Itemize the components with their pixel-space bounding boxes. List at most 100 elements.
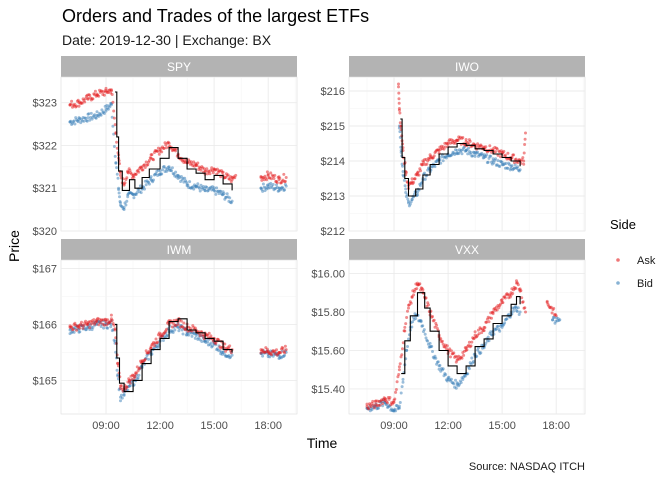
bid-point xyxy=(99,113,103,117)
ask-point xyxy=(165,327,169,331)
bid-point xyxy=(444,156,448,160)
bid-point xyxy=(104,109,108,113)
bid-point xyxy=(439,161,443,165)
bid-point xyxy=(469,151,473,154)
bid-point xyxy=(487,339,491,343)
bid-point xyxy=(102,326,106,330)
bid-point xyxy=(137,373,141,377)
ask-point xyxy=(494,150,498,154)
ask-point xyxy=(125,176,129,180)
bid-point xyxy=(209,341,213,345)
ask-point xyxy=(128,381,132,385)
ask-point xyxy=(511,292,515,295)
bid-point xyxy=(119,393,123,397)
ask-point xyxy=(461,136,465,139)
ask-point xyxy=(454,141,457,145)
bid-point xyxy=(197,186,201,190)
ask-point xyxy=(412,180,416,184)
plot-area xyxy=(68,86,288,211)
bid-point xyxy=(405,193,409,197)
facet-panels: SPY $320 $321 $322 $323 IWO $212 $213 $214 $215 $2… xyxy=(33,56,586,432)
y-tick-label: $15.80 xyxy=(311,307,345,319)
ask-point xyxy=(68,103,72,107)
ask-point xyxy=(401,341,405,345)
ask-point xyxy=(468,139,472,143)
ask-point xyxy=(496,153,500,157)
bid-point xyxy=(552,316,556,319)
bid-quotes xyxy=(68,101,288,211)
ask-point xyxy=(170,325,174,329)
ask-point xyxy=(134,172,138,176)
bid-point xyxy=(206,340,210,344)
ask-point xyxy=(78,326,82,330)
ask-point xyxy=(195,164,199,168)
ask-point xyxy=(176,323,180,327)
bid-point xyxy=(496,324,500,328)
ask-point xyxy=(179,319,183,323)
bid-point xyxy=(196,182,200,186)
ask-point xyxy=(523,306,527,310)
ask-point xyxy=(68,325,72,329)
panel-background xyxy=(348,259,586,415)
ask-point xyxy=(112,109,116,113)
ask-point xyxy=(126,171,130,175)
bid-point xyxy=(416,193,419,197)
ask-point xyxy=(465,348,469,352)
ask-point xyxy=(444,145,448,149)
ask-point xyxy=(410,295,414,299)
ask-point xyxy=(143,166,147,169)
bid-point xyxy=(411,315,415,319)
bid-point xyxy=(117,191,121,195)
bid-point xyxy=(144,183,148,187)
bid-point xyxy=(93,113,97,117)
ask-point xyxy=(480,331,484,335)
ask-point xyxy=(484,145,488,149)
ask-point xyxy=(491,312,495,316)
bid-point xyxy=(138,184,142,188)
ask-point xyxy=(137,170,141,174)
ask-point xyxy=(552,306,556,310)
x-tick-label: 12:00 xyxy=(146,420,174,432)
bid-point xyxy=(503,321,507,325)
bid-point xyxy=(467,367,471,371)
bid-point xyxy=(136,376,140,380)
ask-point xyxy=(95,320,99,324)
ask-point xyxy=(83,100,87,104)
facet-strip xyxy=(61,56,297,77)
ask-point xyxy=(418,282,422,286)
bid-point xyxy=(403,184,407,188)
plot-area xyxy=(397,82,527,208)
y-axis-title: Price xyxy=(6,230,22,262)
bid-point xyxy=(269,181,273,185)
ask-point xyxy=(71,327,75,331)
ask-point xyxy=(476,328,480,332)
ask-point xyxy=(272,177,276,180)
bid-point xyxy=(498,165,502,168)
bid-point xyxy=(402,178,406,182)
x-tick-label: 18:00 xyxy=(542,420,570,432)
ask-point xyxy=(397,97,401,101)
ask-point xyxy=(113,327,117,331)
ask-point xyxy=(279,351,283,355)
ask-point xyxy=(397,368,401,372)
ask-point xyxy=(495,147,499,151)
bid-point xyxy=(423,177,427,181)
y-tick-label: $166 xyxy=(33,319,57,331)
ask-point xyxy=(406,309,409,313)
bid-point xyxy=(212,186,216,190)
ask-point xyxy=(473,330,477,334)
ask-point xyxy=(97,94,101,98)
ask-point xyxy=(119,171,122,175)
bid-point xyxy=(506,166,510,170)
bid-point xyxy=(489,154,493,158)
ask-point xyxy=(226,173,230,177)
bid-point xyxy=(199,183,203,187)
bid-point xyxy=(230,199,234,203)
bid-point xyxy=(494,157,498,161)
bid-point xyxy=(270,186,274,190)
bid-point xyxy=(122,393,126,397)
y-tick-label: $167 xyxy=(33,263,57,275)
trade-step-line xyxy=(401,292,521,375)
ask-point xyxy=(112,323,116,327)
ask-point xyxy=(266,172,270,176)
